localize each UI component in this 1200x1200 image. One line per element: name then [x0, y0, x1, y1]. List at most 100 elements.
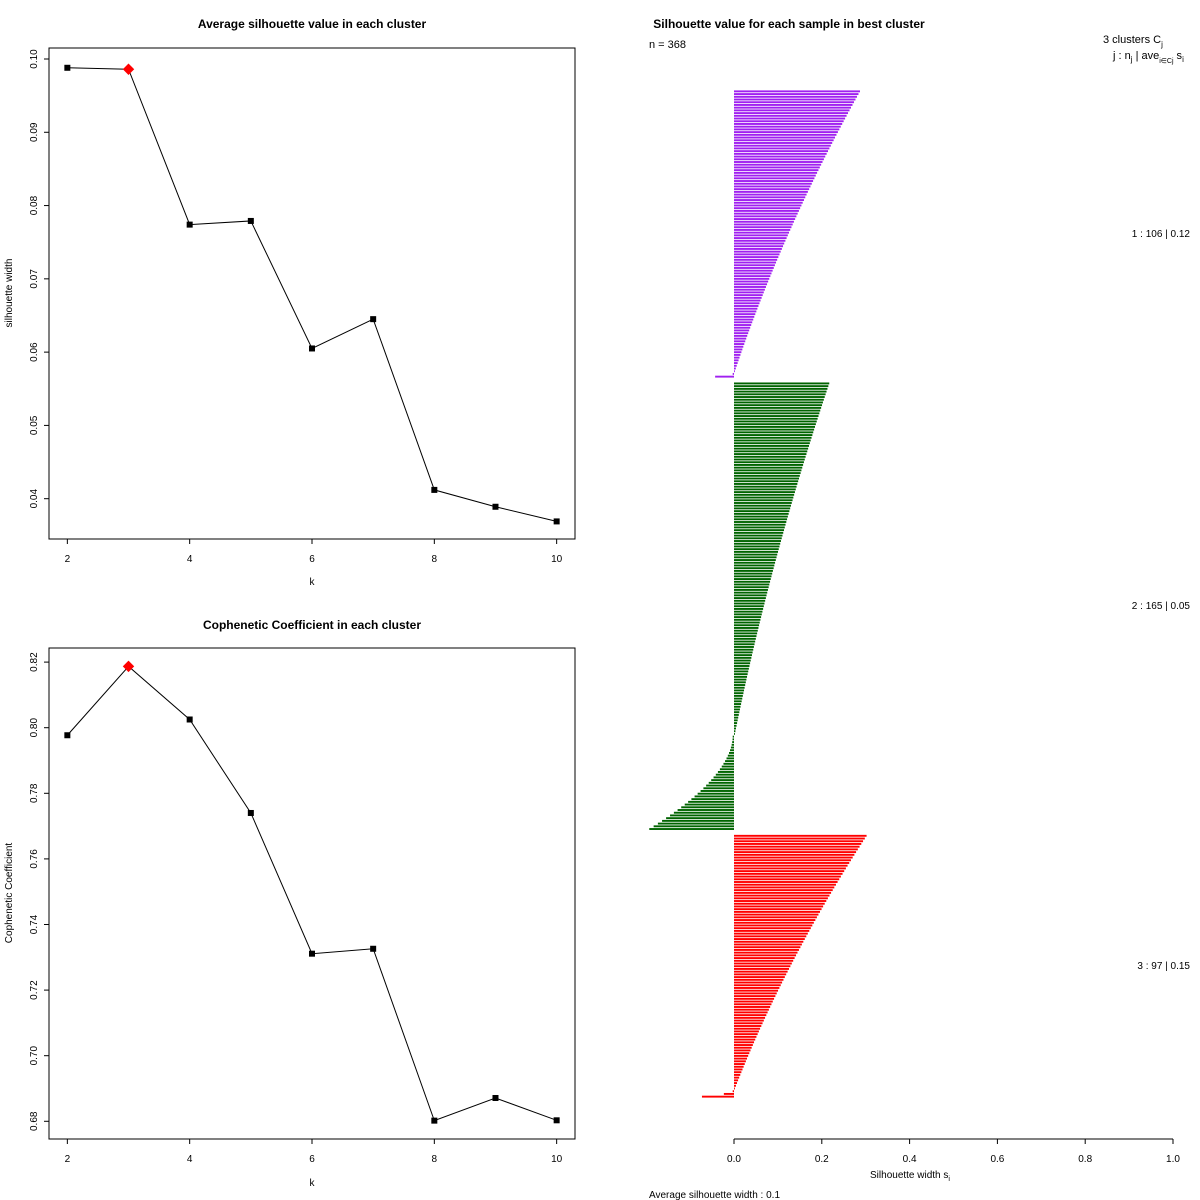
- cluster-2-bar: [734, 502, 792, 504]
- data-point: [309, 950, 315, 957]
- cluster-2-bar: [706, 784, 734, 787]
- cluster-2-bar: [708, 781, 734, 784]
- cluster-1-bar: [734, 150, 829, 153]
- cluster-3-bar: [734, 905, 824, 908]
- cluster-2-bar: [734, 605, 764, 608]
- panel2-ylabel: Cophenetic Coefficient: [4, 843, 15, 944]
- cluster-2-bar: [734, 730, 736, 733]
- y-tick-label: 0.72: [29, 980, 40, 1000]
- cluster-2-bar: [734, 599, 766, 602]
- cluster-2-bar: [734, 675, 748, 678]
- cluster-1-bar: [734, 288, 765, 291]
- panel1-title: Average silhouette value in each cluster: [198, 17, 427, 31]
- cluster-2-bar: [734, 637, 756, 640]
- cluster-3-bar: [734, 872, 843, 875]
- cluster-3-bar: [734, 951, 798, 954]
- cluster-2-bar: [734, 444, 809, 447]
- cluster-2-bar: [734, 529, 785, 532]
- cluster-3-bar: [734, 1079, 739, 1082]
- cluster-1-bar: [734, 326, 751, 329]
- cluster-3-bar: [734, 870, 845, 873]
- cluster-2-bar: [734, 635, 757, 638]
- cluster-2-bar: [734, 607, 764, 610]
- cluster-1-bar: [734, 171, 818, 174]
- cluster-3-bar: [734, 935, 807, 938]
- cluster-1-bar: [734, 95, 857, 98]
- cluster-1-bar: [734, 125, 841, 128]
- cluster-2-bar: [734, 428, 815, 431]
- header-line2-rest: | ave: [1133, 50, 1160, 62]
- cluster-2-bar: [734, 461, 804, 464]
- cluster-1-bar: [734, 180, 814, 182]
- cluster-2-bar: [734, 594, 767, 597]
- cluster-2-bar: [721, 765, 734, 768]
- series-line: [66, 665, 557, 1122]
- cluster-3-bar: [734, 940, 804, 943]
- cluster-2-bar: [734, 654, 752, 657]
- cluster-1-bar: [734, 302, 760, 305]
- cluster-3-bar: [734, 1006, 771, 1008]
- cluster-2-bar: [734, 477, 799, 480]
- cluster-1-bar: [734, 103, 853, 106]
- x-tick-label: 0.6: [990, 1154, 1004, 1165]
- cluster-1-bar: [734, 313, 756, 316]
- cluster-3-bar: [734, 1035, 757, 1038]
- silhouette-k-panel: Average silhouette value in each cluster…: [4, 17, 576, 588]
- cluster-1-bar: [734, 269, 773, 272]
- cluster-1-bar: [734, 370, 735, 373]
- cluster-1-bar: [734, 242, 785, 245]
- cluster-2-bar: [732, 738, 734, 741]
- cluster-3-bar: [734, 967, 789, 970]
- cluster-3-bar: [734, 997, 775, 1000]
- cluster-2-bar: [734, 488, 796, 491]
- cluster-2-bar: [734, 624, 760, 627]
- cluster-2-bar: [734, 409, 821, 412]
- cluster-2-bar: [734, 417, 818, 420]
- cluster-1-bar: [734, 329, 750, 332]
- cluster-2-bar: [734, 526, 785, 529]
- cluster-2-bar: [730, 746, 734, 749]
- cluster-2-bar: [734, 491, 795, 494]
- cluster-2-bar: [734, 553, 778, 556]
- x-tick-label: 1.0: [1166, 1154, 1180, 1165]
- cluster-3-bar: [734, 1068, 743, 1071]
- cluster-2-bar: [684, 803, 734, 806]
- cluster-3-bar: [734, 959, 794, 962]
- cluster-2-bar: [734, 559, 776, 561]
- cluster-2-bar: [734, 431, 814, 434]
- cluster-1-bar: [734, 310, 757, 313]
- x-tick-label: 2: [65, 554, 71, 565]
- x-tick-label: 6: [309, 554, 315, 565]
- cluster-3-bar: [734, 1073, 741, 1076]
- cluster-2-bar: [734, 455, 806, 458]
- cluster-2-bar: [734, 659, 751, 662]
- x-tick-label: 4: [187, 554, 193, 565]
- data-point: [309, 345, 315, 352]
- cluster-3-bar: [734, 1049, 751, 1052]
- cluster-3-bar: [734, 848, 858, 851]
- cluster-2-bar: [734, 480, 799, 483]
- cluster-2-bar: [734, 580, 771, 583]
- cluster-2-bar: [734, 578, 771, 581]
- cluster-3-bar: [734, 1011, 768, 1014]
- cluster-2-bar: [717, 771, 734, 773]
- cluster-1-bar: [734, 353, 741, 356]
- cluster-2-bar: [734, 458, 805, 461]
- cluster-2-bar: [734, 665, 750, 667]
- cluster-1-bar: [734, 123, 843, 125]
- data-point: [64, 64, 71, 71]
- cluster-2-bar: [734, 390, 827, 393]
- cluster-3-bar: [734, 1008, 769, 1011]
- cluster-1-bar: [734, 299, 761, 302]
- cluster-3-bar: [734, 946, 801, 949]
- cluster-3-bar: [734, 913, 819, 916]
- cluster-1-bar: [734, 185, 811, 188]
- panel1-ticks: 2 4 6 8 10 0.04 0.05 0.06 0.07 0.08 0.09 0.10: [29, 49, 563, 565]
- cluster-2-bar: [734, 496, 794, 499]
- cluster-3-bar: [723, 1092, 734, 1095]
- cluster-1-bar: [734, 133, 837, 136]
- panel3-xlabel-text: Silhouette width s: [870, 1170, 948, 1181]
- cluster-3-bar: [734, 1033, 758, 1036]
- y-tick-label: 0.76: [29, 849, 40, 869]
- cluster-3-bar: [734, 921, 814, 924]
